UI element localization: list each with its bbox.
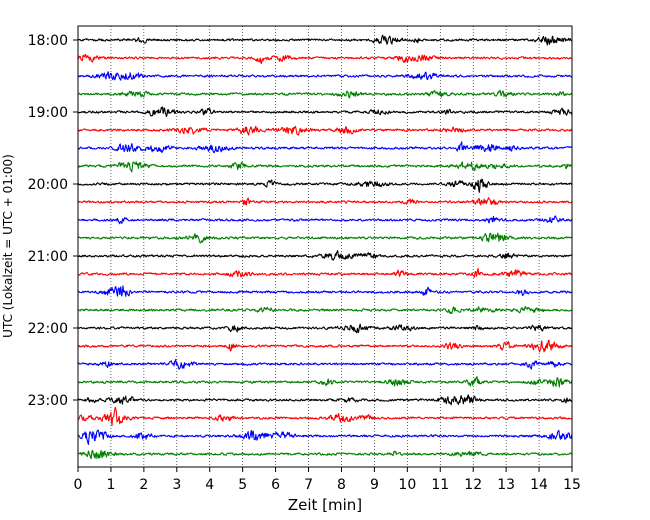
x-tick-label-1: 1 xyxy=(106,477,115,493)
trace-group xyxy=(77,34,573,460)
y-tick-label-1900: 19:00 xyxy=(28,105,68,121)
trace-2300 xyxy=(77,394,573,406)
x-tick-label-14: 14 xyxy=(530,477,548,493)
x-tick-label-12: 12 xyxy=(464,477,482,493)
trace-1830 xyxy=(77,71,573,81)
trace-2330 xyxy=(77,429,573,446)
x-tick-label-8: 8 xyxy=(337,477,346,493)
trace-1900 xyxy=(77,106,573,118)
trace-2145 xyxy=(77,305,573,315)
trace-1800 xyxy=(77,34,573,46)
plot-frame xyxy=(77,25,573,468)
trace-2345 xyxy=(77,449,573,460)
y-axis: 18:00 19:00 20:00 21:00 22:00 23:00 xyxy=(28,33,78,409)
y-tick-label-2000: 20:00 xyxy=(28,177,68,193)
y-tick-label-1800: 18:00 xyxy=(28,33,68,49)
trace-2045 xyxy=(77,232,573,244)
trace-2030 xyxy=(77,215,573,225)
trace-2230 xyxy=(77,358,573,370)
y-tick-label-2300: 23:00 xyxy=(28,393,68,409)
trace-1815 xyxy=(77,53,573,65)
x-tick-label-6: 6 xyxy=(271,477,280,493)
trace-2215 xyxy=(77,339,573,353)
x-axis-label: Zeit [min] xyxy=(288,496,362,514)
y-axis-label: UTC (Lokalzeit = UTC + 01:00) xyxy=(1,154,15,338)
trace-2130 xyxy=(77,285,573,297)
x-tick-label-2: 2 xyxy=(139,477,148,493)
trace-2100 xyxy=(77,250,573,261)
x-tick-label-0: 0 xyxy=(74,477,83,493)
x-tick-label-3: 3 xyxy=(172,477,181,493)
x-tick-label-4: 4 xyxy=(205,477,214,493)
x-tick-label-15: 15 xyxy=(563,477,581,493)
trace-2315 xyxy=(77,406,573,426)
y-tick-label-2100: 21:00 xyxy=(28,249,68,265)
x-tick-label-7: 7 xyxy=(304,477,313,493)
x-tick-label-10: 10 xyxy=(398,477,416,493)
trace-2115 xyxy=(77,268,573,278)
trace-2015 xyxy=(77,197,573,206)
trace-2245 xyxy=(77,376,573,388)
trace-1930 xyxy=(77,141,573,154)
x-tick-label-9: 9 xyxy=(370,477,379,493)
trace-1845 xyxy=(77,89,573,99)
y-tick-label-2200: 22:00 xyxy=(28,321,68,337)
plot-background xyxy=(78,26,572,467)
trace-1915 xyxy=(77,125,573,136)
x-tick-label-13: 13 xyxy=(497,477,515,493)
x-tick-label-5: 5 xyxy=(238,477,247,493)
trace-2200 xyxy=(77,323,573,334)
trace-2000 xyxy=(77,178,573,193)
trace-1945 xyxy=(77,161,573,173)
x-axis: 0 1 2 3 4 5 6 7 8 9 10 11 12 13 14 15 xyxy=(74,467,581,493)
x-tick-label-11: 11 xyxy=(431,477,449,493)
